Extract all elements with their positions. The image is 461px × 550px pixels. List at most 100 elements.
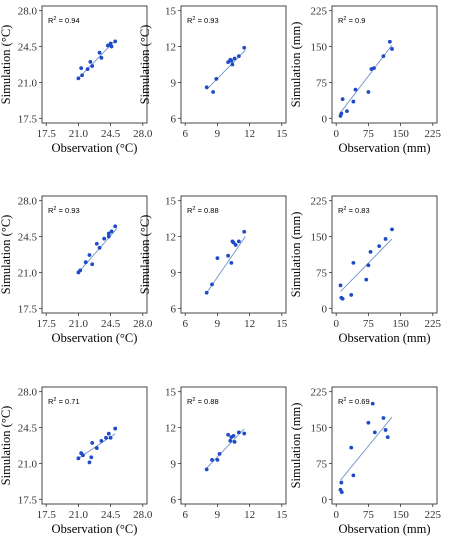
data-point <box>236 239 241 244</box>
data-point <box>106 231 111 236</box>
y-axis-title: Simulation (°C) <box>0 25 13 105</box>
data-point <box>81 453 85 458</box>
data-point <box>377 244 382 249</box>
r-squared-label: R2 = 0.71 <box>48 397 80 406</box>
data-point <box>230 239 235 244</box>
x-tick-label: 15 <box>276 128 288 140</box>
r-squared-value: = 0.94 <box>56 16 79 25</box>
data-point <box>217 451 222 456</box>
data-point <box>113 224 118 229</box>
y-tick-label: 28.0 <box>18 387 38 399</box>
r-squared-value: = 0.69 <box>346 397 369 406</box>
x-tick-label: 225 <box>425 128 442 140</box>
y-tick-label: 150 <box>311 423 328 435</box>
data-point <box>90 262 95 267</box>
data-point <box>99 438 104 443</box>
data-point <box>94 241 99 246</box>
data-point <box>87 460 92 465</box>
data-point <box>229 59 234 63</box>
data-point <box>372 430 377 435</box>
data-point <box>353 87 358 92</box>
y-axis-title: Simulation (°C) <box>0 215 13 295</box>
y-tick-label: 21.0 <box>18 77 38 89</box>
x-axis-title: Observation (°C) <box>52 331 138 345</box>
x-tick-label: 28.0 <box>133 128 153 140</box>
r-squared-label: R2 = 0.94 <box>48 16 80 25</box>
data-point <box>226 253 231 258</box>
regression-line <box>340 238 393 292</box>
data-point <box>105 43 110 48</box>
data-point <box>381 416 386 420</box>
data-point <box>108 435 113 440</box>
plot-area-border <box>180 195 287 314</box>
y-tick-label: 15 <box>165 6 177 18</box>
data-point <box>99 55 104 60</box>
data-point <box>366 263 371 268</box>
data-point <box>79 66 84 70</box>
data-point <box>97 245 102 250</box>
data-point <box>366 90 371 94</box>
y-tick-label: 0 <box>322 113 328 125</box>
plot-area-border <box>180 386 287 505</box>
data-point <box>80 73 84 78</box>
plot-area-border <box>331 195 438 314</box>
data-point <box>390 227 394 232</box>
x-tick-label: 75 <box>363 318 375 330</box>
y-axis-title: Simulation (°C) <box>138 25 152 105</box>
plot-area-border <box>41 195 148 314</box>
x-tick-label: 12 <box>244 128 255 140</box>
r-squared-value: = 0.93 <box>56 206 79 215</box>
y-tick-label: 17.5 <box>18 494 38 506</box>
y-tick-label: 24.5 <box>18 42 38 54</box>
data-point <box>204 290 209 295</box>
data-point <box>351 260 356 265</box>
x-tick-label: 15 <box>276 509 288 521</box>
data-point <box>242 229 247 234</box>
regression-line <box>78 228 118 273</box>
plot-area-border <box>41 386 148 505</box>
data-point <box>97 50 102 55</box>
data-point <box>229 435 234 440</box>
data-point <box>387 39 392 44</box>
data-point <box>76 76 81 81</box>
x-tick-label: 17.5 <box>37 509 57 521</box>
data-point <box>226 432 231 437</box>
y-tick-label: 15 <box>165 387 177 399</box>
x-tick-label: 21.0 <box>69 128 89 140</box>
x-tick-label: 150 <box>392 318 409 330</box>
y-tick-label: 28.0 <box>18 196 38 208</box>
data-point <box>230 62 235 67</box>
y-tick-label: 28.0 <box>18 6 38 18</box>
x-tick-label: 150 <box>392 509 409 521</box>
data-point <box>242 45 247 50</box>
x-tick-label: 24.5 <box>101 318 121 330</box>
x-tick-label: 0 <box>333 509 339 521</box>
x-tick-label: 6 <box>182 128 188 140</box>
y-tick-label: 225 <box>311 6 328 18</box>
x-tick-label: 17.5 <box>37 128 57 140</box>
x-tick-label: 24.5 <box>101 128 121 140</box>
data-point <box>383 237 388 241</box>
x-tick-label: 28.0 <box>133 318 153 330</box>
r-squared-value: = 0.93 <box>195 16 218 25</box>
data-point <box>113 39 118 44</box>
x-axis-title: Observation (mm) <box>339 141 431 155</box>
y-tick-label: 75 <box>316 458 328 470</box>
data-point <box>236 430 241 435</box>
r-squared-value: = 0.88 <box>195 397 218 406</box>
x-tick-label: 0 <box>333 318 339 330</box>
y-tick-label: 150 <box>311 42 328 54</box>
data-point <box>339 111 344 116</box>
y-axis-title: Simulation (mm) <box>289 22 303 108</box>
regression-line <box>206 428 245 469</box>
data-point <box>210 282 214 287</box>
plot-area-border <box>331 386 438 505</box>
y-tick-label: 17.5 <box>18 113 38 125</box>
x-tick-label: 9 <box>215 509 221 521</box>
data-point <box>340 296 345 301</box>
data-point <box>78 268 83 273</box>
chart-panel-4: 17.5 21.0 24.5 28.017.521.024.528.0Observat… <box>0 195 153 345</box>
y-tick-label: 21.0 <box>18 458 38 470</box>
data-point <box>351 473 356 478</box>
